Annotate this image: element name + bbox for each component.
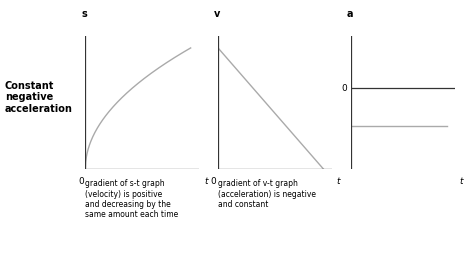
Text: t: t bbox=[204, 177, 208, 186]
Text: 0: 0 bbox=[210, 177, 216, 186]
Text: t: t bbox=[460, 177, 463, 186]
Text: gradient of s-t graph
(velocity) is positive
and decreasing by the
same amount e: gradient of s-t graph (velocity) is posi… bbox=[85, 179, 179, 219]
Text: Constant
negative
acceleration: Constant negative acceleration bbox=[5, 81, 73, 114]
Text: s: s bbox=[82, 8, 87, 18]
Text: v: v bbox=[214, 8, 220, 18]
Text: gradient of v-t graph
(acceleration) is negative
and constant: gradient of v-t graph (acceleration) is … bbox=[218, 179, 316, 209]
Text: 0: 0 bbox=[341, 84, 347, 93]
Text: a: a bbox=[346, 8, 353, 18]
Text: t: t bbox=[337, 177, 340, 186]
Text: 0: 0 bbox=[78, 177, 83, 186]
